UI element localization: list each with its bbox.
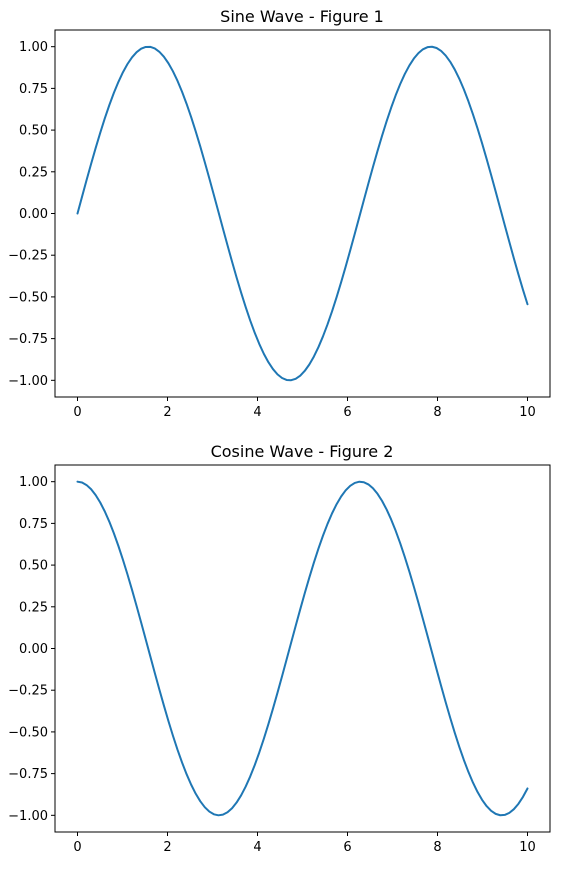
series-line-cosine [76,480,529,817]
chart-title-cosine: Cosine Wave - Figure 2 [211,442,394,461]
x-tick-label: 8 [433,405,441,420]
series-line-sine [76,45,529,382]
y-tick-label: 0.25 [19,165,48,180]
x-tick-label: 0 [73,840,81,855]
y-tick-label: −0.75 [8,332,48,347]
x-tick-label: 10 [519,840,536,855]
y-tick-label: −0.25 [8,249,48,264]
x-tick-label: 6 [343,405,351,420]
y-tick-label: 0.25 [19,600,48,615]
y-tick-label: −0.75 [8,767,48,782]
x-tick-label: 2 [163,840,171,855]
y-ticks: 1.00 0.75 0.50 0.25 0.00 −0.25 −0.50 −0.75 −1.00 [8,40,55,389]
x-tick-label: 0 [73,405,81,420]
chart-title-sine: Sine Wave - Figure 1 [220,7,384,26]
x-tick-label: 10 [519,405,536,420]
subplot-sine: Sine Wave - Figure 1 0 2 4 6 8 10 1.00 0.75 0.5… [8,7,551,420]
x-tick-label: 6 [343,840,351,855]
x-tick-label: 8 [433,840,441,855]
x-ticks: 0 2 4 6 8 10 [73,397,536,420]
subplot-cosine: Cosine Wave - Figure 2 0 2 4 6 8 10 1.00 0.75 0… [8,442,551,855]
y-tick-label: 1.00 [19,475,48,490]
axes-frame-sine [54,29,551,398]
y-tick-label: 0.50 [19,559,48,574]
y-tick-label: −1.00 [8,809,48,824]
y-tick-label: 0.75 [19,517,48,532]
y-tick-label: −0.25 [8,684,48,699]
y-tick-label: 0.75 [19,82,48,97]
y-tick-label: 0.00 [19,642,48,657]
x-tick-label: 4 [253,840,261,855]
x-tick-label: 4 [253,405,261,420]
y-tick-label: −0.50 [8,725,48,740]
y-tick-label: 0.50 [19,124,48,139]
y-tick-label: −1.00 [8,374,48,389]
y-tick-label: 1.00 [19,40,48,55]
y-tick-label: −0.50 [8,290,48,305]
y-ticks: 1.00 0.75 0.50 0.25 0.00 −0.25 −0.50 −0.75 −1.00 [8,475,55,824]
x-tick-label: 2 [163,405,171,420]
x-ticks: 0 2 4 6 8 10 [73,832,536,855]
axes-frame-cosine [54,464,551,833]
y-tick-label: 0.00 [19,207,48,222]
